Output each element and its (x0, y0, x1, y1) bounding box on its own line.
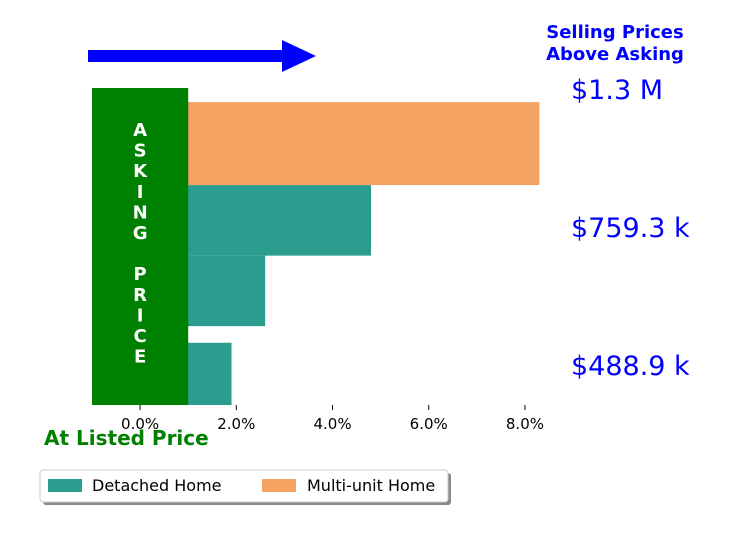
asking-letter-0: A (133, 120, 147, 141)
legend: Detached Home Multi-unit Home (39, 469, 451, 505)
direction-arrow-icon (88, 40, 316, 72)
asking-letter-8: R (133, 285, 147, 306)
header-line-2: Above Asking (546, 44, 684, 65)
header-line-1: Selling Prices (546, 22, 683, 43)
asking-letter-9: I (137, 305, 144, 326)
legend-label-detached: Detached Home (92, 476, 222, 495)
x-tick-label-1: 2.0% (217, 415, 255, 433)
asking-letter-3: I (137, 182, 144, 203)
bars-layer (140, 102, 540, 405)
asking-letter-5: G (133, 223, 148, 244)
x-tick-label-0: 0.0% (121, 415, 159, 433)
asking-letter-11: E (134, 347, 146, 368)
price-label-low: $488.9 k (571, 351, 690, 382)
asking-letter-1: S (134, 141, 147, 162)
price-label-high: $1.3 M (571, 75, 663, 106)
x-ticks: 0.0% 2.0% 4.0% 6.0% 8.0% (121, 405, 544, 433)
asking-price-band (92, 88, 189, 405)
legend-swatch-multi-unit (262, 479, 296, 492)
asking-letter-10: C (133, 326, 146, 347)
asking-letter-2: K (133, 161, 148, 182)
legend-swatch-detached (48, 479, 82, 492)
legend-label-multi-unit: Multi-unit Home (307, 476, 435, 495)
price-label-mid: $759.3 k (571, 213, 690, 244)
x-tick-label-4: 8.0% (506, 415, 544, 433)
x-tick-label-2: 4.0% (313, 415, 351, 433)
at-listed-price-label: At Listed Price (44, 426, 209, 450)
legend-box (39, 469, 449, 503)
x-tick-label-3: 6.0% (410, 415, 448, 433)
bar-0 (140, 102, 540, 186)
asking-letter-7: P (134, 264, 147, 285)
asking-letter-4: N (133, 202, 148, 223)
